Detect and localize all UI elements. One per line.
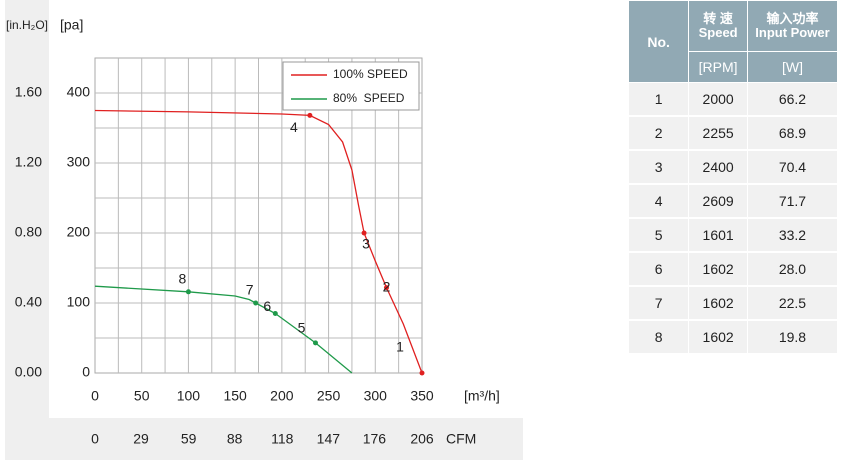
y-tick-label: 300: [67, 154, 91, 170]
point-label: 1: [396, 339, 404, 355]
table-row: 5 1601 33.2: [627, 217, 839, 253]
table-cell: 5: [627, 217, 690, 253]
header-text: 输入功率: [766, 11, 819, 26]
x2-tick-label: 0: [91, 431, 99, 447]
header-no: No.: [627, 0, 690, 83]
table-cell: 1: [627, 82, 690, 117]
y-tick-label: 200: [67, 224, 91, 240]
series-line: [94, 285, 353, 374]
y-tick-label: 400: [67, 84, 91, 100]
table-cell: 6: [627, 251, 690, 287]
x-tick-label: 350: [410, 388, 434, 404]
x-tick-label: 100: [177, 388, 201, 404]
point-marker: [361, 230, 367, 236]
x2-tick-label: 29: [133, 431, 149, 447]
point-label: 3: [362, 236, 370, 252]
table-cell: 3: [627, 149, 690, 185]
x-tick-label: 0: [91, 388, 99, 404]
x-tick-label: 50: [134, 388, 150, 404]
table-row: 1 2000 66.2: [627, 82, 839, 117]
point-label: 8: [179, 271, 187, 287]
table-row: 4 2609 71.7: [627, 183, 839, 219]
table-row: 8 1602 19.8: [627, 319, 839, 355]
header-unit: [W]: [746, 51, 839, 83]
table-cell: 2000: [688, 82, 748, 117]
table-cell: 1602: [688, 251, 748, 287]
header-text: Input Power: [755, 25, 830, 40]
spec-table: No. 转 速 Speed 输入功率 Input Power [RPM] [W] 1…: [627, 0, 839, 355]
table-cell: 8: [627, 319, 690, 355]
table-cell: 66.2: [746, 82, 839, 117]
table-cell: 19.8: [746, 319, 839, 355]
point-marker: [272, 311, 278, 316]
table-cell: 4: [627, 183, 690, 219]
y2-tick-label: 0.40: [15, 294, 42, 310]
point-label: 6: [263, 298, 271, 314]
header-text: Speed: [698, 25, 738, 40]
legend-label: 100% SPEED: [333, 67, 408, 81]
point-marker: [253, 300, 259, 306]
y-tick-label: 100: [67, 294, 91, 310]
y2-tick-label: 0.80: [15, 224, 42, 240]
y2-tick-label: 1.20: [15, 154, 42, 170]
x-axis-label: [m³/h]: [464, 388, 500, 404]
table-cell: 33.2: [746, 217, 839, 253]
y2-band: [5, 0, 49, 418]
x2-tick-label: 206: [410, 431, 434, 447]
point-marker: [307, 112, 313, 118]
x2-tick-label: 118: [271, 431, 294, 447]
table-row: 6 1602 28.0: [627, 251, 839, 287]
table-cell: 1602: [688, 319, 748, 355]
x2-tick-label: 59: [181, 431, 197, 447]
x2-tick-label: 176: [363, 431, 387, 447]
x-tick-label: 150: [223, 388, 247, 404]
point-marker: [185, 289, 191, 295]
y-axis-label: [pa]: [60, 17, 83, 33]
point-marker: [312, 340, 318, 346]
table-cell: 1602: [688, 285, 748, 321]
point-marker: [383, 285, 389, 291]
point-marker: [419, 370, 425, 376]
y2-tick-label: 0.00: [15, 364, 42, 380]
table-cell: 2: [627, 115, 690, 151]
table-row: 3 2400 70.4: [627, 149, 839, 185]
table-cell: 22.5: [746, 285, 839, 321]
point-label: 7: [246, 282, 254, 298]
y-tick-label: 0: [82, 364, 90, 380]
table-cell: 70.4: [746, 149, 839, 185]
x2-tick-label: 88: [227, 431, 243, 447]
x2-axis-label: CFM: [446, 431, 476, 447]
table-cell: 1601: [688, 217, 748, 253]
table-cell: 7: [627, 285, 690, 321]
y2-tick-label: 1.60: [15, 84, 42, 100]
table-cell: 2609: [688, 183, 748, 219]
table-cell: 68.9: [746, 115, 839, 151]
table-cell: 28.0: [746, 251, 839, 287]
table-row: 7 1602 22.5: [627, 285, 839, 321]
point-label: 5: [298, 320, 306, 336]
header-power: 输入功率 Input Power: [746, 0, 839, 52]
table-cell: 2255: [688, 115, 748, 151]
chart: [in.H₂O] [pa] [m³/h] CFM 0 50 100 150 200 250…: [5, 0, 523, 460]
y2-axis-label: [in.H₂O]: [6, 18, 48, 32]
x2-tick-label: 147: [317, 431, 341, 447]
x2-band: [5, 418, 523, 460]
table-row: 2 2255 68.9: [627, 115, 839, 151]
header-text: 转 速: [703, 11, 733, 26]
legend-label: 80% SPEED: [333, 91, 405, 105]
header-speed: 转 速 Speed: [688, 0, 748, 52]
table-cell: 2400: [688, 149, 748, 185]
table-cell: 71.7: [746, 183, 839, 219]
x-tick-label: 200: [270, 388, 294, 404]
header-unit: [RPM]: [688, 51, 748, 83]
point-label: 2: [383, 278, 391, 294]
legend: [282, 61, 420, 111]
point-label: 4: [290, 119, 298, 135]
x-tick-label: 300: [364, 388, 388, 404]
x-tick-label: 250: [317, 388, 341, 404]
